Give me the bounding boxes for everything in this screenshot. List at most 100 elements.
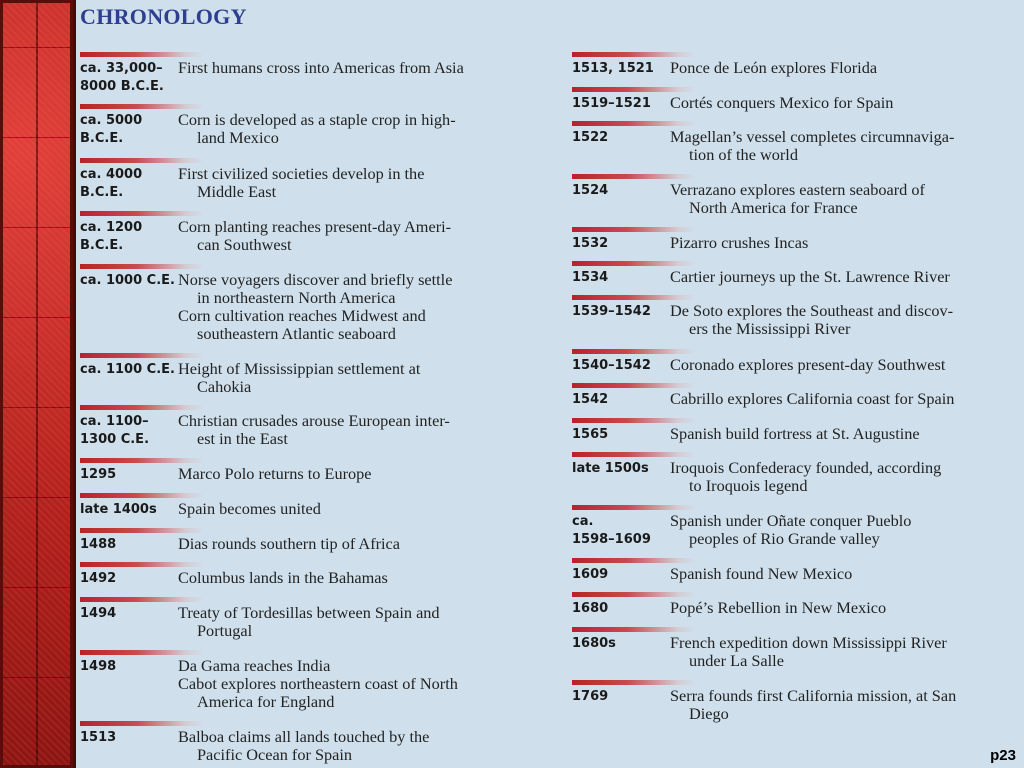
entry-events: French expedition down Mississippi River… xyxy=(670,634,947,670)
entry-event-line: Cartier journeys up the St. Lawrence Riv… xyxy=(670,267,950,286)
entry-event-line: land Mexico xyxy=(197,128,279,147)
entry-event-line: Treaty of Tordesillas between Spain and xyxy=(178,603,440,622)
entry-date: 1540–1542 xyxy=(572,357,651,375)
entry-date-line: 1680s xyxy=(572,636,616,651)
entry-date-line: 1492 xyxy=(80,571,117,586)
entry-divider-bar xyxy=(80,562,204,567)
entry-events: Popé’s Rebellion in New Mexico xyxy=(670,599,886,617)
entry-events: Corn planting reaches present-day Ameri-… xyxy=(178,218,451,254)
entry-events: Dias rounds southern tip of Africa xyxy=(178,535,400,553)
entry-divider-bar xyxy=(572,452,696,457)
entry-date: ca. 1100– 1300 C.E. xyxy=(80,413,149,449)
entry-events: Height of Mississippian settlement at Cah… xyxy=(178,360,420,396)
entry-date-line: 1680 xyxy=(572,601,609,616)
decorative-red-strip xyxy=(0,0,76,768)
entry-events: Ponce de León explores Florida xyxy=(670,59,877,77)
entry-events: Pizarro crushes Incas xyxy=(670,234,808,252)
entry-event-line: in northeastern North America xyxy=(197,288,396,307)
entry-event-line: Cabrillo explores California coast for S… xyxy=(670,389,955,408)
entry-event-line: Diego xyxy=(689,704,729,723)
page-title: CHRONOLOGY xyxy=(80,4,247,29)
entry-date-line: 1769 xyxy=(572,689,609,704)
entry-event-line: Cabot explores northeastern coast of Nor… xyxy=(178,674,458,693)
entry-divider-bar xyxy=(572,121,696,126)
entry-date-line: ca. xyxy=(572,514,594,529)
entry-event-line: tion of the world xyxy=(689,145,798,164)
entry-date-line: 1534 xyxy=(572,270,609,285)
entry-events: Coronado explores present-day Southwest xyxy=(670,356,945,374)
entry-date-line: 1498 xyxy=(80,659,117,674)
entry-date: ca. 33,000– 8000 B.C.E. xyxy=(80,60,164,96)
entry-date-line: 1488 xyxy=(80,537,117,552)
entry-event-line: Height of Mississippian settlement at xyxy=(178,359,421,378)
entry-divider-bar xyxy=(80,211,204,216)
entry-date-line: 1539–1542 xyxy=(572,304,651,319)
entry-events: Treaty of Tordesillas between Spain and P… xyxy=(178,604,440,640)
entry-date: 1534 xyxy=(572,269,608,287)
entry-date-line: B.C.E. xyxy=(80,131,124,146)
entry-events: First humans cross into Americas from As… xyxy=(178,59,464,77)
entry-event-line: Corn is developed as a staple crop in hi… xyxy=(178,110,456,129)
entry-divider-bar xyxy=(80,405,204,410)
entry-date-line: B.C.E. xyxy=(80,185,124,200)
entry-events: Marco Polo returns to Europe xyxy=(178,465,372,483)
entry-events: Spanish found New Mexico xyxy=(670,565,852,583)
entry-date-line: ca. 33,000– xyxy=(80,61,163,76)
entry-date: 1494 xyxy=(80,605,116,623)
entry-event-line: Corn cultivation reaches Midwest and xyxy=(178,306,426,325)
entry-event-line: Ponce de León explores Florida xyxy=(670,58,878,77)
entry-event-line: Cortés conquers Mexico for Spain xyxy=(670,93,894,112)
entry-divider-bar xyxy=(80,52,204,57)
entry-date: 1532 xyxy=(572,235,608,253)
entry-date-line: 1609 xyxy=(572,567,609,582)
entry-divider-bar xyxy=(572,349,696,354)
entry-event-line: Marco Polo returns to Europe xyxy=(178,464,372,483)
entry-event-line: peoples of Rio Grande valley xyxy=(689,529,880,548)
entry-event-line: Pacific Ocean for Spain xyxy=(197,745,353,764)
entry-event-line: De Soto explores the Southeast and disco… xyxy=(670,301,954,320)
entry-date: 1539–1542 xyxy=(572,303,651,321)
entry-event-line: Coronado explores present-day Southwest xyxy=(670,355,946,374)
entry-date: 1769 xyxy=(572,688,608,706)
entry-events: Corn is developed as a staple crop in hi… xyxy=(178,111,456,147)
entry-date: 1295 xyxy=(80,466,116,484)
entry-date-line: 1565 xyxy=(572,427,609,442)
entry-date: 1565 xyxy=(572,426,608,444)
entry-date: 1488 xyxy=(80,536,116,554)
entry-date-line: late 1500s xyxy=(572,461,649,476)
entry-date-line: 1524 xyxy=(572,183,609,198)
entry-event-line: Balboa claims all lands touched by the xyxy=(178,727,430,746)
entry-date-line: 1513, 1521 xyxy=(572,61,654,76)
entry-date-line: 1300 C.E. xyxy=(80,432,150,447)
entry-events: Balboa claims all lands touched by the Pa… xyxy=(178,728,429,764)
entry-events: Iroquois Confederacy founded, according t… xyxy=(670,459,941,495)
entry-events: Serra founds first California mission, a… xyxy=(670,687,956,723)
entry-divider-bar xyxy=(80,158,204,163)
entry-date: 1522 xyxy=(572,129,608,147)
page-number: p23 xyxy=(990,747,1016,764)
entry-event-line: First humans cross into Americas from As… xyxy=(178,58,464,77)
entry-event-line: America for England xyxy=(197,692,335,711)
entry-date: 1519–1521 xyxy=(572,95,651,113)
entry-date-line: B.C.E. xyxy=(80,238,124,253)
entry-events: De Soto explores the Southeast and disco… xyxy=(670,302,953,338)
entry-divider-bar xyxy=(572,261,696,266)
entry-event-line: Spanish found New Mexico xyxy=(670,564,853,583)
entry-events: Cartier journeys up the St. Lawrence Riv… xyxy=(670,268,950,286)
entry-event-line: Pizarro crushes Incas xyxy=(670,233,809,252)
entry-events: Cortés conquers Mexico for Spain xyxy=(670,94,893,112)
entry-date: ca. 1000 C.E. xyxy=(80,272,175,290)
entry-event-line: Corn planting reaches present-day Ameri- xyxy=(178,217,452,236)
entry-event-line: North America for France xyxy=(689,198,858,217)
entry-date-line: 1494 xyxy=(80,606,117,621)
entry-date: 1513, 1521 xyxy=(572,60,654,78)
entry-date-line: 1542 xyxy=(572,392,609,407)
entry-divider-bar xyxy=(572,627,696,632)
entry-divider-bar xyxy=(80,650,204,655)
entry-divider-bar xyxy=(80,264,204,269)
entry-events: Da Gama reaches India Cabot explores nort… xyxy=(178,657,458,711)
entry-date-line: 1540–1542 xyxy=(572,358,651,373)
entry-event-line: French expedition down Mississippi River xyxy=(670,633,947,652)
entry-event-line: under La Salle xyxy=(689,651,784,670)
entry-date-line: 1522 xyxy=(572,130,609,145)
